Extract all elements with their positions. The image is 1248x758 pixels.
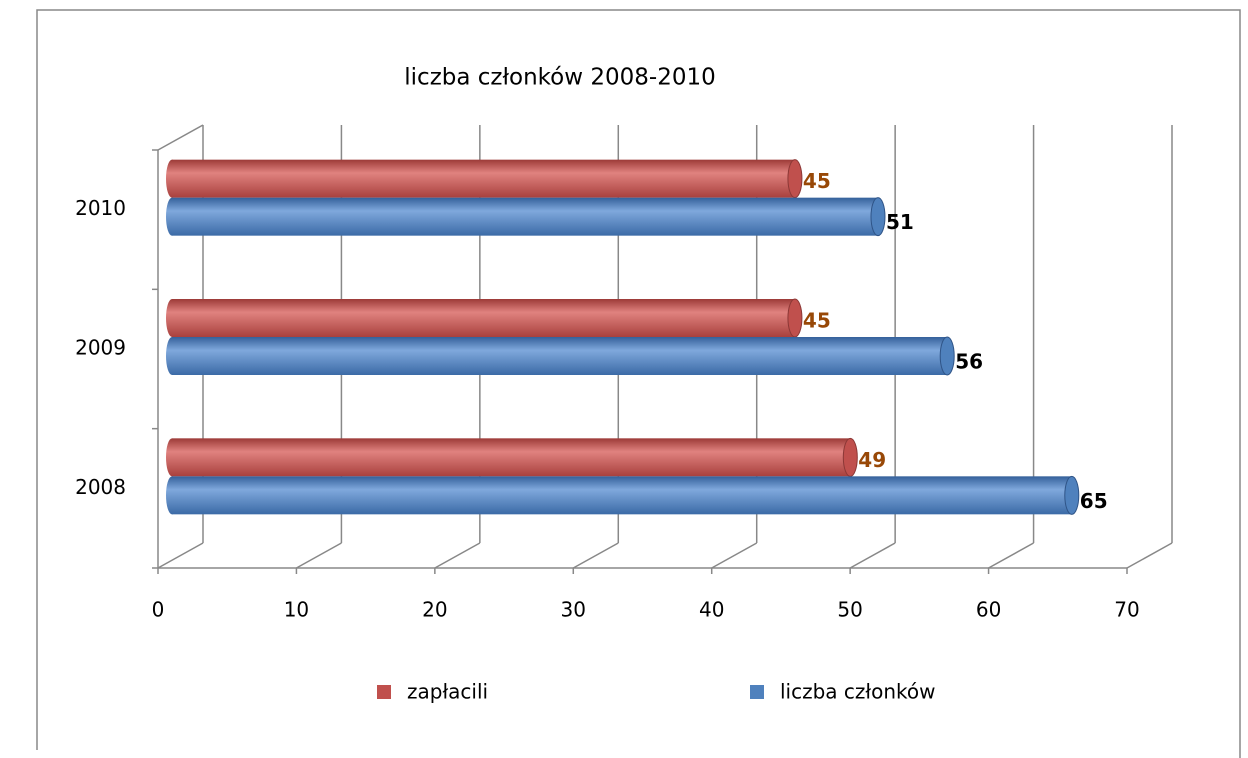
grid-line xyxy=(711,542,758,569)
x-tick-label: 50 xyxy=(837,598,862,622)
bar xyxy=(172,159,795,198)
x-tick-label: 20 xyxy=(422,598,447,622)
data-label: 45 xyxy=(803,309,831,333)
grid-line xyxy=(434,542,481,569)
x-tick-label: 40 xyxy=(699,598,724,622)
y-tick-label: 2009 xyxy=(75,336,126,360)
x-tick-label: 0 xyxy=(152,598,165,622)
bar-cap xyxy=(787,298,803,338)
y-tick-label: 2010 xyxy=(75,196,126,220)
bar-cap xyxy=(787,159,803,199)
legend-swatch xyxy=(750,685,764,699)
grid-line xyxy=(157,542,204,569)
x-tick-label: 30 xyxy=(561,598,586,622)
x-tick-label: 70 xyxy=(1114,598,1139,622)
legend-label: liczba członków xyxy=(780,680,935,704)
bar xyxy=(172,337,948,375)
grid-line xyxy=(296,542,342,569)
data-label: 56 xyxy=(955,350,983,374)
data-label: 45 xyxy=(803,169,831,193)
legend-label: zapłacili xyxy=(407,680,488,704)
bar-cap xyxy=(870,197,886,237)
x-tick-label: 10 xyxy=(284,598,309,622)
bar xyxy=(172,197,878,236)
x-tick-label: 60 xyxy=(976,598,1001,622)
wall-edge xyxy=(157,124,204,151)
data-label: 49 xyxy=(858,448,886,472)
legend-swatch xyxy=(377,685,391,699)
bar-cap xyxy=(1064,475,1080,515)
grid-line xyxy=(988,542,1034,569)
y-tick-label: 2008 xyxy=(75,475,126,499)
chart-title: liczba członków 2008-2010 xyxy=(404,65,715,91)
chart-border xyxy=(36,9,1241,758)
data-label: 51 xyxy=(886,210,914,234)
bar-cap xyxy=(842,437,858,477)
data-label: 65 xyxy=(1080,489,1108,513)
grid-line xyxy=(849,542,896,569)
grid-line xyxy=(1126,542,1173,569)
bar xyxy=(172,476,1072,515)
bar-cap xyxy=(939,336,955,376)
bar xyxy=(172,438,851,477)
grid-line xyxy=(572,542,619,569)
bar xyxy=(172,299,795,337)
